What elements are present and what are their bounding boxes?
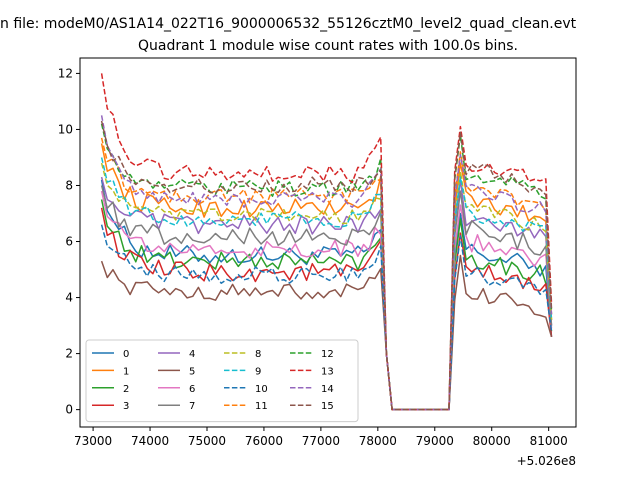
x-tick-label: 77000 [302, 434, 340, 448]
x-tick-label: 73000 [74, 434, 112, 448]
legend-label-7: 7 [189, 401, 195, 412]
series-line-15 [100, 120, 553, 411]
legend-label-3: 3 [123, 401, 129, 412]
y-tick-label: 8 [65, 178, 73, 192]
plot-frame [79, 57, 577, 428]
y-tick-label: 4 [65, 291, 73, 305]
legend-label-4: 4 [189, 349, 195, 360]
series-line-9 [100, 157, 553, 411]
legend-label-6: 6 [189, 384, 195, 395]
legend-label-10: 10 [255, 384, 268, 395]
axes-title: Quadrant 1 module wise count rates with … [138, 38, 518, 54]
x-tick-label: 81000 [530, 434, 568, 448]
series-line-5 [100, 254, 553, 411]
series-line-8 [100, 162, 553, 411]
legend-label-1: 1 [123, 366, 129, 377]
legend-box [85, 339, 359, 423]
series-line-13 [100, 73, 553, 411]
x-tick-label: 74000 [131, 434, 169, 448]
series-line-10 [100, 224, 553, 411]
y-tick-label: 10 [58, 122, 73, 136]
x-offset-label: +5.026e8 [517, 454, 576, 468]
series-line-1 [100, 143, 553, 411]
x-tick-label: 79000 [416, 434, 454, 448]
y-tick-label: 6 [65, 235, 73, 249]
legend-label-9: 9 [255, 366, 261, 377]
x-tick-label: 80000 [473, 434, 511, 448]
legend-label-14: 14 [321, 384, 334, 395]
tick-layer: 73000 74000 75000 76000 77000 78000 79000 80000… [58, 66, 568, 448]
legend-label-5: 5 [189, 366, 195, 377]
series-line-12 [100, 123, 553, 411]
series-line-14 [100, 115, 553, 411]
series-line-0 [100, 179, 553, 411]
legend-label-8: 8 [255, 349, 261, 360]
legend-label-15: 15 [321, 401, 334, 412]
series-line-7 [100, 185, 553, 411]
legend-label-12: 12 [321, 349, 334, 360]
y-tick-label: 0 [65, 403, 73, 417]
series-line-6 [100, 190, 553, 411]
series-layer [100, 73, 553, 411]
y-tick-label: 2 [65, 347, 73, 361]
legend-label-0: 0 [123, 349, 129, 360]
y-tick-label: 12 [58, 66, 73, 80]
legend-label-2: 2 [123, 384, 129, 395]
legend-label-11: 11 [255, 401, 268, 412]
x-tick-label: 78000 [359, 434, 397, 448]
figure-suptitle: n file: modeM0/AS1A14_022T16_9000006532_… [0, 16, 577, 32]
x-tick-label: 76000 [245, 434, 283, 448]
x-tick-label: 75000 [188, 434, 226, 448]
series-line-11 [100, 137, 553, 411]
legend-label-13: 13 [321, 366, 334, 377]
